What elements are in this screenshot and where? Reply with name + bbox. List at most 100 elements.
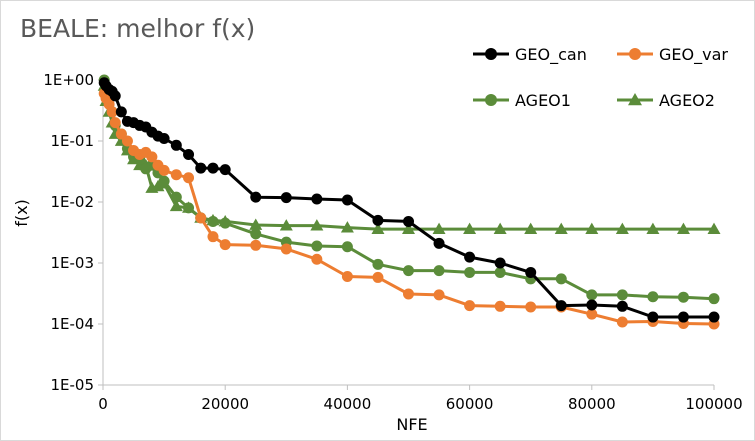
data-point: [647, 311, 659, 323]
data-point: [280, 192, 292, 204]
data-point: [249, 218, 263, 230]
data-point: [433, 237, 445, 249]
data-point: [169, 199, 183, 212]
data-point: [629, 48, 641, 60]
y-tick-label: 1E-04: [50, 315, 94, 333]
data-point: [555, 273, 567, 285]
data-point: [341, 241, 353, 253]
y-axis-label: f(x): [12, 199, 31, 227]
data-point: [402, 222, 415, 234]
y-tick-label: 1E-03: [50, 254, 94, 272]
data-point: [158, 175, 170, 187]
x-tick-label: 40000: [324, 395, 372, 413]
data-point: [677, 311, 689, 323]
axes: [102, 80, 714, 386]
y-ticks: 1E+00 1E-01 1E-02 1E-03 1E-04 1E-05: [43, 71, 103, 394]
data-point: [464, 266, 476, 278]
y-tick-label: 1E-02: [50, 193, 94, 211]
data-point: [207, 231, 219, 243]
data-point: [219, 164, 231, 176]
data-point: [403, 215, 414, 227]
data-point: [464, 251, 476, 263]
data-point: [170, 191, 182, 203]
data-point: [170, 169, 182, 181]
data-point: [280, 243, 292, 255]
legend-label: AGEO1: [515, 91, 571, 110]
data-point: [708, 293, 720, 305]
data-point: [195, 212, 207, 224]
data-point: [195, 162, 207, 174]
data-point: [432, 222, 446, 234]
data-point: [403, 265, 414, 277]
x-axis-label: NFE: [396, 415, 427, 434]
data-point: [170, 139, 182, 151]
series-line: [102, 85, 714, 231]
data-point: [341, 271, 353, 283]
data-point: [371, 222, 385, 234]
data-point: [146, 151, 158, 163]
data-point: [616, 300, 628, 312]
data-point: [207, 215, 219, 227]
data-point: [586, 289, 598, 301]
data-point: [464, 300, 476, 312]
data-point: [372, 214, 384, 226]
data-point: [183, 172, 195, 184]
data-point: [554, 222, 568, 234]
data-point: [616, 289, 628, 301]
data-point: [525, 301, 537, 313]
data-point: [106, 106, 118, 118]
legend-item-geo-var: GEO_var: [617, 45, 728, 65]
data-point: [219, 239, 231, 251]
data-point: [494, 257, 506, 269]
data-point: [403, 288, 414, 300]
chart-title: BEALE: melhor f(x): [20, 14, 256, 43]
series-group: [97, 74, 721, 330]
legend: GEO_can GEO_var AGEO1 AGEO2: [473, 45, 728, 110]
data-point: [525, 266, 537, 278]
legend-label: GEO_can: [515, 45, 587, 65]
data-point: [158, 164, 170, 176]
data-point: [207, 162, 219, 174]
data-point: [494, 266, 506, 278]
data-point: [485, 48, 497, 60]
data-point: [647, 291, 659, 303]
data-point: [109, 90, 121, 102]
data-point: [372, 258, 384, 270]
data-point: [310, 219, 324, 231]
data-point: [628, 93, 642, 106]
data-point: [311, 193, 323, 205]
data-point: [250, 228, 262, 240]
data-point: [616, 316, 628, 328]
x-ticks: 0 20000 40000 60000 80000 100000: [98, 385, 743, 413]
y-tick-label: 1E-05: [50, 376, 94, 394]
data-point: [677, 291, 689, 303]
data-point: [279, 219, 293, 231]
legend-item-ageo2: AGEO2: [617, 91, 715, 110]
x-tick-label: 100000: [685, 395, 742, 413]
x-tick-label: 20000: [201, 395, 249, 413]
data-point: [708, 311, 720, 323]
x-tick-label: 80000: [568, 395, 616, 413]
data-point: [646, 222, 660, 234]
x-tick-label: 60000: [446, 395, 494, 413]
x-tick-label: 0: [98, 395, 108, 413]
data-point: [311, 253, 323, 265]
data-point: [433, 265, 445, 277]
data-point: [121, 135, 133, 147]
data-point: [707, 222, 721, 234]
data-point: [585, 222, 599, 234]
data-point: [109, 117, 121, 129]
data-point: [250, 239, 262, 251]
data-point: [433, 289, 445, 301]
data-point: [524, 222, 538, 234]
data-point: [493, 222, 507, 234]
data-point: [158, 132, 170, 144]
series-geo-can: [98, 77, 720, 323]
data-point: [250, 191, 262, 203]
series-geo-var: [98, 88, 720, 330]
legend-item-ageo1: AGEO1: [473, 91, 571, 110]
data-point: [463, 222, 477, 234]
legend-item-geo-can: GEO_can: [473, 45, 587, 65]
series-line: [102, 82, 714, 319]
